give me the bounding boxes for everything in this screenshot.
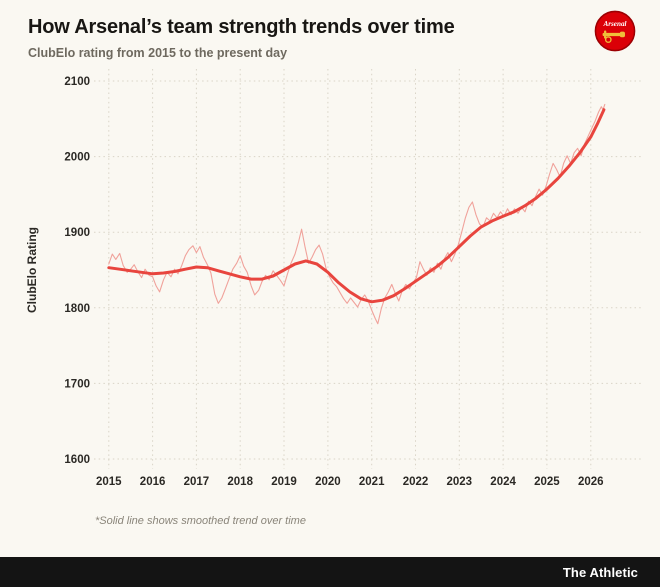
- the-athletic-wordmark: The Athletic: [562, 564, 638, 580]
- y-tick-label: 2100: [64, 76, 90, 88]
- page-title: How Arsenal’s team strength trends over …: [28, 16, 455, 38]
- chart-header: How Arsenal’s team strength trends over …: [0, 0, 660, 60]
- x-tick-label: 2015: [96, 476, 122, 488]
- x-tick-label: 2021: [359, 476, 385, 488]
- x-tick-label: 2018: [227, 476, 253, 488]
- x-tick-label: 2025: [534, 476, 560, 488]
- y-tick-label: 1900: [64, 227, 90, 239]
- elo-line-chart: 2015 2016 2017 2018 2019 2020 2021 2022 2023 2024…: [0, 62, 660, 507]
- x-tick-label: 2019: [271, 476, 297, 488]
- footer-bar: The Athletic: [0, 557, 660, 587]
- y-axis-title: ClubElo Rating: [25, 227, 39, 313]
- x-tick-label: 2020: [315, 476, 341, 488]
- x-tick-label: 2023: [447, 476, 473, 488]
- series-raw: [108, 103, 606, 325]
- y-tick-label: 2000: [64, 152, 90, 164]
- arsenal-crest-svg: Arsenal: [594, 10, 636, 52]
- chart-canvas: 2015 2016 2017 2018 2019 2020 2021 2022 2023 2024…: [25, 69, 642, 488]
- x-tick-label: 2016: [140, 476, 166, 488]
- y-tick-label: 1600: [64, 454, 90, 466]
- page-subtitle: ClubElo rating from 2015 to the present …: [28, 46, 288, 60]
- y-tick-label: 1800: [64, 303, 90, 315]
- svg-text:Arsenal: Arsenal: [602, 20, 626, 28]
- x-tick-label: 2022: [403, 476, 429, 488]
- y-tick-label: 1700: [64, 378, 90, 390]
- chart-footnote: *Solid line shows smoothed trend over ti…: [95, 515, 306, 527]
- x-tick-label: 2024: [490, 476, 516, 488]
- x-tick-label: 2026: [578, 476, 604, 488]
- arsenal-crest-icon: Arsenal: [594, 10, 636, 52]
- x-tick-label: 2017: [184, 476, 210, 488]
- series-trend: [107, 108, 606, 304]
